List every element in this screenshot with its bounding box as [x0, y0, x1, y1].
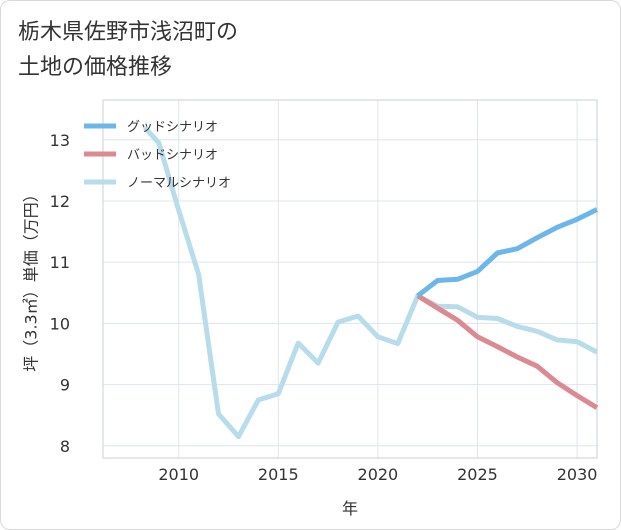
- chart-title-line-2: 土地の価格推移: [18, 55, 173, 80]
- y-tick-label: 10: [50, 314, 70, 333]
- series-lines: [142, 125, 599, 440]
- y-tick-label: 8: [60, 437, 70, 456]
- y-tick-label: 11: [50, 253, 70, 272]
- y-tick-labels: 8 9 10 11 12 13: [50, 131, 70, 456]
- legend-label-1: グッドシナリオ: [127, 120, 218, 135]
- x-tick-label: 2015: [258, 465, 299, 484]
- y-tick-label: 9: [60, 376, 70, 395]
- x-tick-label: 2020: [358, 465, 399, 484]
- x-tick-label: 2030: [557, 465, 598, 484]
- series-line-1: [416, 207, 599, 298]
- chart-title-line-1: 栃木県佐野市浅沼町の: [18, 20, 239, 45]
- series-line-2: [416, 293, 599, 410]
- y-tick-label: 13: [50, 131, 70, 150]
- plot-frame: [102, 99, 598, 459]
- x-tick-label: 2025: [457, 465, 498, 484]
- x-axis-label: 年: [342, 499, 358, 518]
- legend-label-3: ノーマルシナリオ: [127, 176, 231, 191]
- chart-title: 栃木県佐野市浅沼町の 土地の価格推移: [18, 15, 238, 85]
- x-tick-labels: 2010 2015 2020 2025 2030: [158, 465, 597, 484]
- series-line-3: [142, 125, 599, 440]
- x-tick-label: 2010: [158, 465, 199, 484]
- legend-label-2: バッドシナリオ: [127, 148, 218, 163]
- y-tick-label: 12: [50, 192, 70, 211]
- y-axis-label: 坪（3.3㎡）単価（万円）: [22, 186, 41, 371]
